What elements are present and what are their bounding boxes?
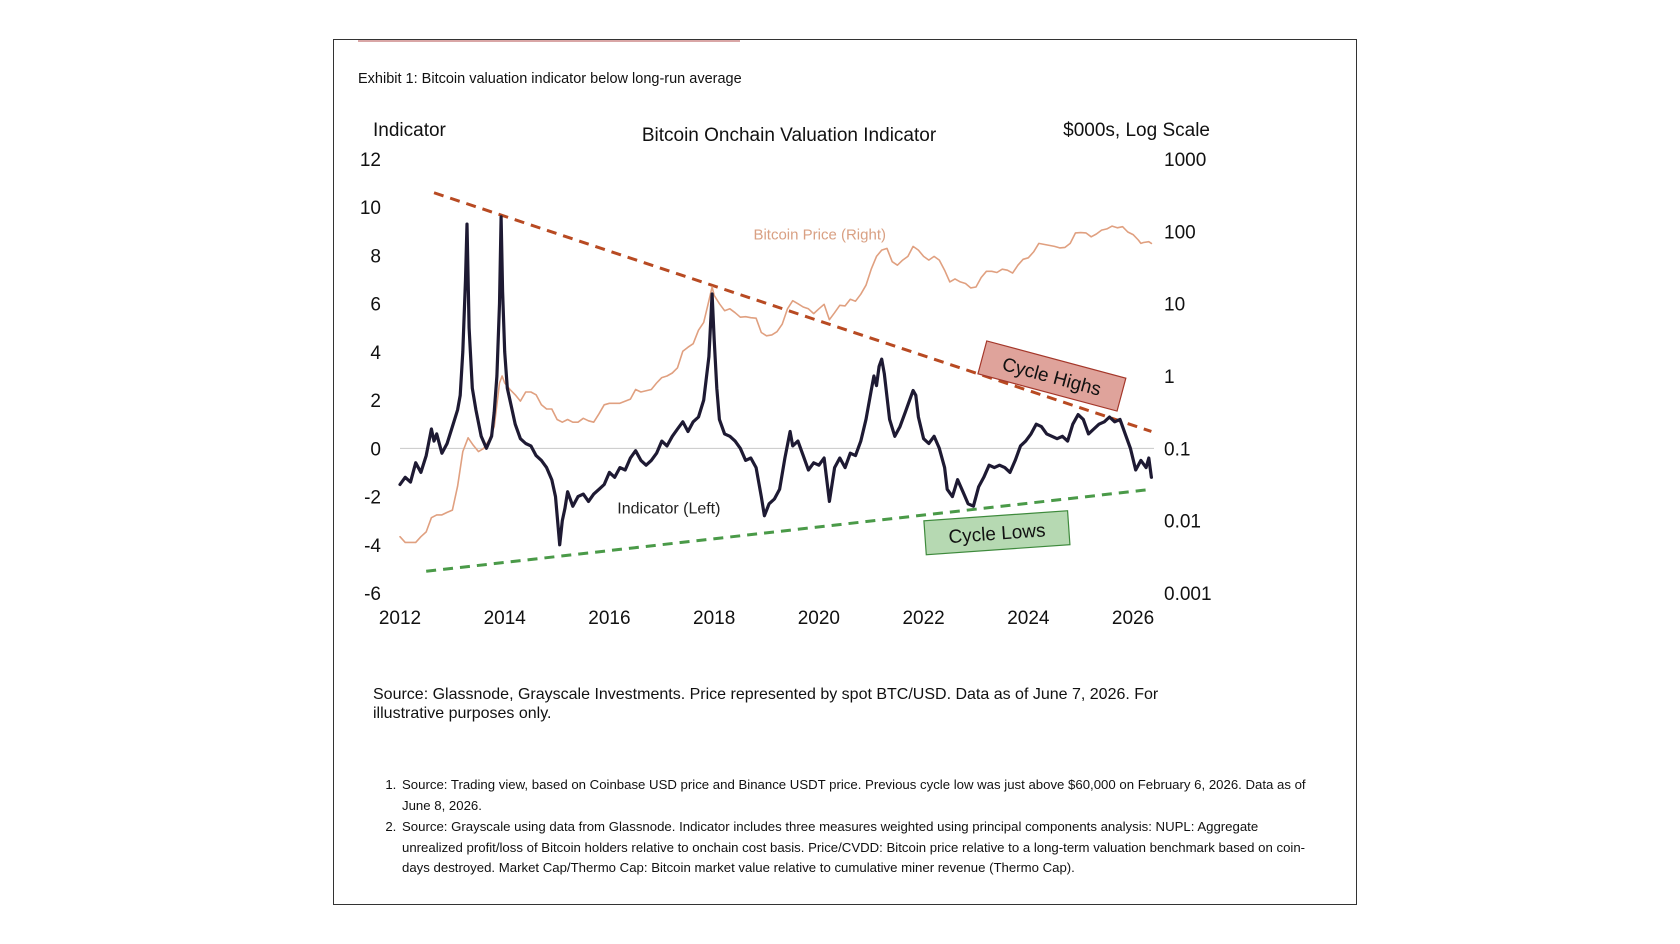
exhibit-frame: Exhibit 1: Bitcoin valuation indicator b… [333,39,1357,905]
x-tick-label: 2024 [1007,608,1050,629]
x-tick-label: 2018 [693,608,735,629]
indicator-series-label: Indicator (Left) [617,500,720,517]
y-left-tick-label: 6 [370,295,381,316]
x-tick-label: 2022 [902,608,944,629]
y-left-tick-label: -6 [364,584,381,605]
x-tick-label: 2020 [798,608,840,629]
bitcoin-price-line [399,225,1153,544]
chart-title: Bitcoin Onchain Valuation Indicator [642,125,937,146]
y-right-tick-label: 0.01 [1164,512,1201,533]
y-right-tick-label: 10 [1164,295,1185,316]
x-tick-label: 2014 [484,608,527,629]
y-axis-right-label: $000s, Log Scale [1063,120,1210,141]
y-left-tick-label: 8 [370,246,381,267]
callout-box [923,510,1071,556]
x-tick-label: 2026 [1112,608,1154,629]
y-left-tick-label: 4 [370,343,381,364]
y-left-ticks: 12 10 8 6 4 2 0 -2 -4 -6 [360,150,382,605]
y-left-tick-label: -2 [364,488,381,509]
y-left-tick-label: -4 [364,536,381,557]
footnotes-list: Source: Trading view, based on Coinbase … [372,775,1320,880]
y-right-tick-label: 100 [1164,222,1196,243]
series-lines [398,215,1153,547]
top-accent-bar [358,40,740,42]
y-right-ticks: 1000 100 10 1 0.1 0.01 0.001 [1164,150,1212,605]
bitcoin-price-series-label: Bitcoin Price (Right) [753,227,886,244]
y-left-tick-label: 2 [370,391,381,412]
y-left-tick-label: 12 [360,150,381,171]
y-right-tick-label: 0.001 [1164,584,1212,605]
y-left-tick-label: 10 [360,198,381,219]
indicator-line [398,215,1153,547]
footnote-1: Source: Trading view, based on Coinbase … [400,775,1320,816]
cycle-highs-callout: Cycle Highs [977,340,1127,412]
x-ticks: 2012 2014 2016 2018 2020 2022 2024 2026 [379,608,1154,629]
valuation-chart: 12 10 8 6 4 2 0 -2 -4 -6 1000 100 10 1 0.1 0.01 0.001 2… [360,120,1212,629]
cycle-lows-trendline [426,487,1152,573]
y-right-tick-label: 1 [1164,367,1175,388]
x-tick-label: 2012 [379,608,421,629]
y-left-tick-label: 0 [370,439,381,460]
y-right-tick-label: 1000 [1164,150,1206,171]
y-right-tick-label: 0.1 [1164,439,1190,460]
x-tick-label: 2016 [588,608,630,629]
cycle-highs-trendline [433,191,1152,433]
callout-box [977,340,1127,412]
footnote-2: Source: Grayscale using data from Glassn… [400,817,1320,879]
trend-lines [426,191,1152,573]
exhibit-title: Exhibit 1: Bitcoin valuation indicator b… [358,71,742,87]
y-axis-left-label: Indicator [373,120,447,141]
cycle-lows-callout: Cycle Lows [923,510,1071,556]
source-note: Source: Glassnode, Grayscale Investments… [373,686,1159,722]
